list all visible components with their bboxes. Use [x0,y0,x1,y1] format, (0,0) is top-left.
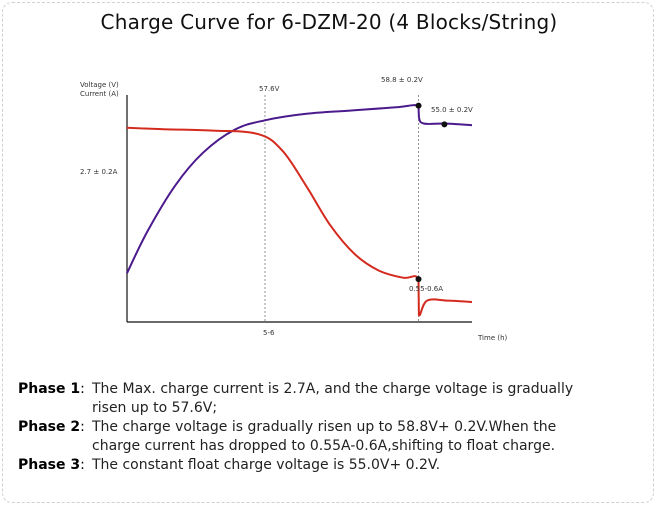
series-layer [126,104,473,317]
phase-1: Phase 1: The Max. charge current is 2.7A… [18,380,648,418]
phase-1-label-text: Phase 1 [18,381,81,397]
xlabel: Time (h) [477,334,508,342]
phase-2-text: The charge voltage is gradually risen up… [92,419,557,435]
phase-3-text: The constant float charge voltage is 55.… [92,457,441,473]
phase-descriptions: Phase 1: The Max. charge current is 2.7A… [18,380,648,475]
ylabel-line-2: Current (A) [80,90,119,98]
phase-1-text-2: risen up to 57.6V; [92,400,218,416]
chart-title: Charge Curve for 6-DZM-20 (4 Blocks/Stri… [100,10,558,34]
divider-lines [264,95,419,322]
voltage-marker-1 [415,102,422,109]
phase-2: Phase 2: The charge voltage is gradually… [18,418,648,456]
phase-3: Phase 3: The constant float charge volta… [18,456,648,475]
current-marker-3 [415,276,422,283]
voltage-marker-2 [441,121,448,128]
x-tick-label: 5-6 [263,329,275,337]
axes [126,95,472,323]
marker-layer [415,102,448,283]
phase-1-label: Phase 1: [18,381,85,397]
voltage-curve [126,104,473,274]
phase-1-text: The Max. charge current is 2.7A, and the… [92,381,574,397]
phase-2-label-text: Phase 2 [18,419,81,435]
annotation-v-float: 55.0 ± 0.2V [431,106,473,114]
phase-3-label: Phase 3: [18,457,85,473]
annotation-current-start: 2.7 ± 0.2A [80,168,118,176]
ylabel-line-1: Voltage (V) [80,81,119,89]
annotation-v-phase1: 57.6V [259,85,280,93]
phase-2-label: Phase 2: [18,419,85,435]
phase-3-label-text: Phase 3 [18,457,81,473]
current-curve [126,126,473,317]
annotation-i-end: 0.55-0.6A [409,285,443,293]
phase-2-text-2: charge current has dropped to 0.55A-0.6A… [92,438,556,454]
annotation-v-peak: 58.8 ± 0.2V [381,76,423,84]
card-frame [2,2,654,503]
charge-curve-chart: Voltage (V) Current (A) Time (h) 5-6 2.7… [80,76,508,342]
